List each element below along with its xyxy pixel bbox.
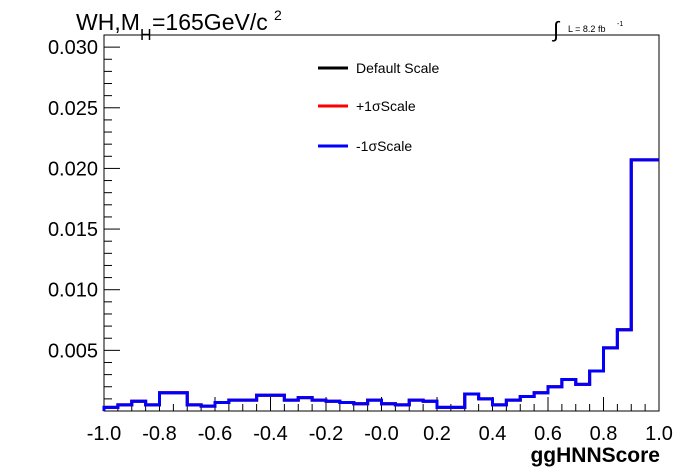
y-tick-label: 0.010	[48, 280, 98, 302]
chart-title: WH,M H =165GeV/c 2	[76, 7, 282, 44]
series-layer	[102, 158, 659, 411]
integral-symbol: ∫	[551, 17, 561, 42]
legend: Default Scale +1σScale -1σScale	[318, 60, 439, 154]
x-tick-label: 1.0	[645, 423, 673, 445]
title-rest: =165GeV/c	[152, 9, 268, 35]
y-tick-label: 0.020	[48, 158, 98, 180]
x-tick-label: 0.8	[590, 423, 618, 445]
x-tick-label: -0.4	[253, 423, 287, 445]
series--1-scale	[102, 158, 659, 411]
x-tick-label: -0.8	[142, 423, 176, 445]
title-main: WH,M	[76, 9, 140, 35]
plot-frame	[103, 34, 660, 412]
x-tick-label: 0.4	[479, 423, 507, 445]
x-tick-label: -0.6	[198, 423, 232, 445]
x-tick-label: -0.2	[309, 423, 343, 445]
x-axis-label: ggHNNScore	[530, 444, 660, 467]
y-tick-label: 0.015	[48, 219, 98, 241]
lumi-superscript: -1	[617, 21, 623, 28]
legend-label: +1σScale	[356, 98, 416, 114]
y-tick-label: 0.005	[48, 340, 98, 362]
x-axis: -1.0 -0.8 -0.6 -0.4 -0.2 -0.0 0.2 0.4 0.6 0.8 1.0	[87, 397, 673, 445]
series--1-scale	[102, 158, 659, 411]
y-tick-label: 0.025	[48, 98, 98, 120]
legend-label: Default Scale	[356, 60, 439, 76]
y-axis: 0.005 0.010 0.015 0.020 0.025 0.030	[48, 34, 120, 400]
y-tick-label: 0.030	[48, 37, 98, 59]
x-tick-label: -1.0	[87, 423, 121, 445]
luminosity-label: ∫ L = 8.2 fb -1	[551, 17, 623, 42]
series-default-scale	[102, 158, 659, 411]
x-tick-label: 0.2	[423, 423, 451, 445]
x-tick-label: 0.6	[534, 423, 562, 445]
title-superscript: 2	[274, 7, 282, 23]
lumi-text: L = 8.2 fb	[568, 24, 605, 34]
legend-label: -1σScale	[356, 138, 412, 154]
x-tick-label: -0.0	[364, 423, 398, 445]
